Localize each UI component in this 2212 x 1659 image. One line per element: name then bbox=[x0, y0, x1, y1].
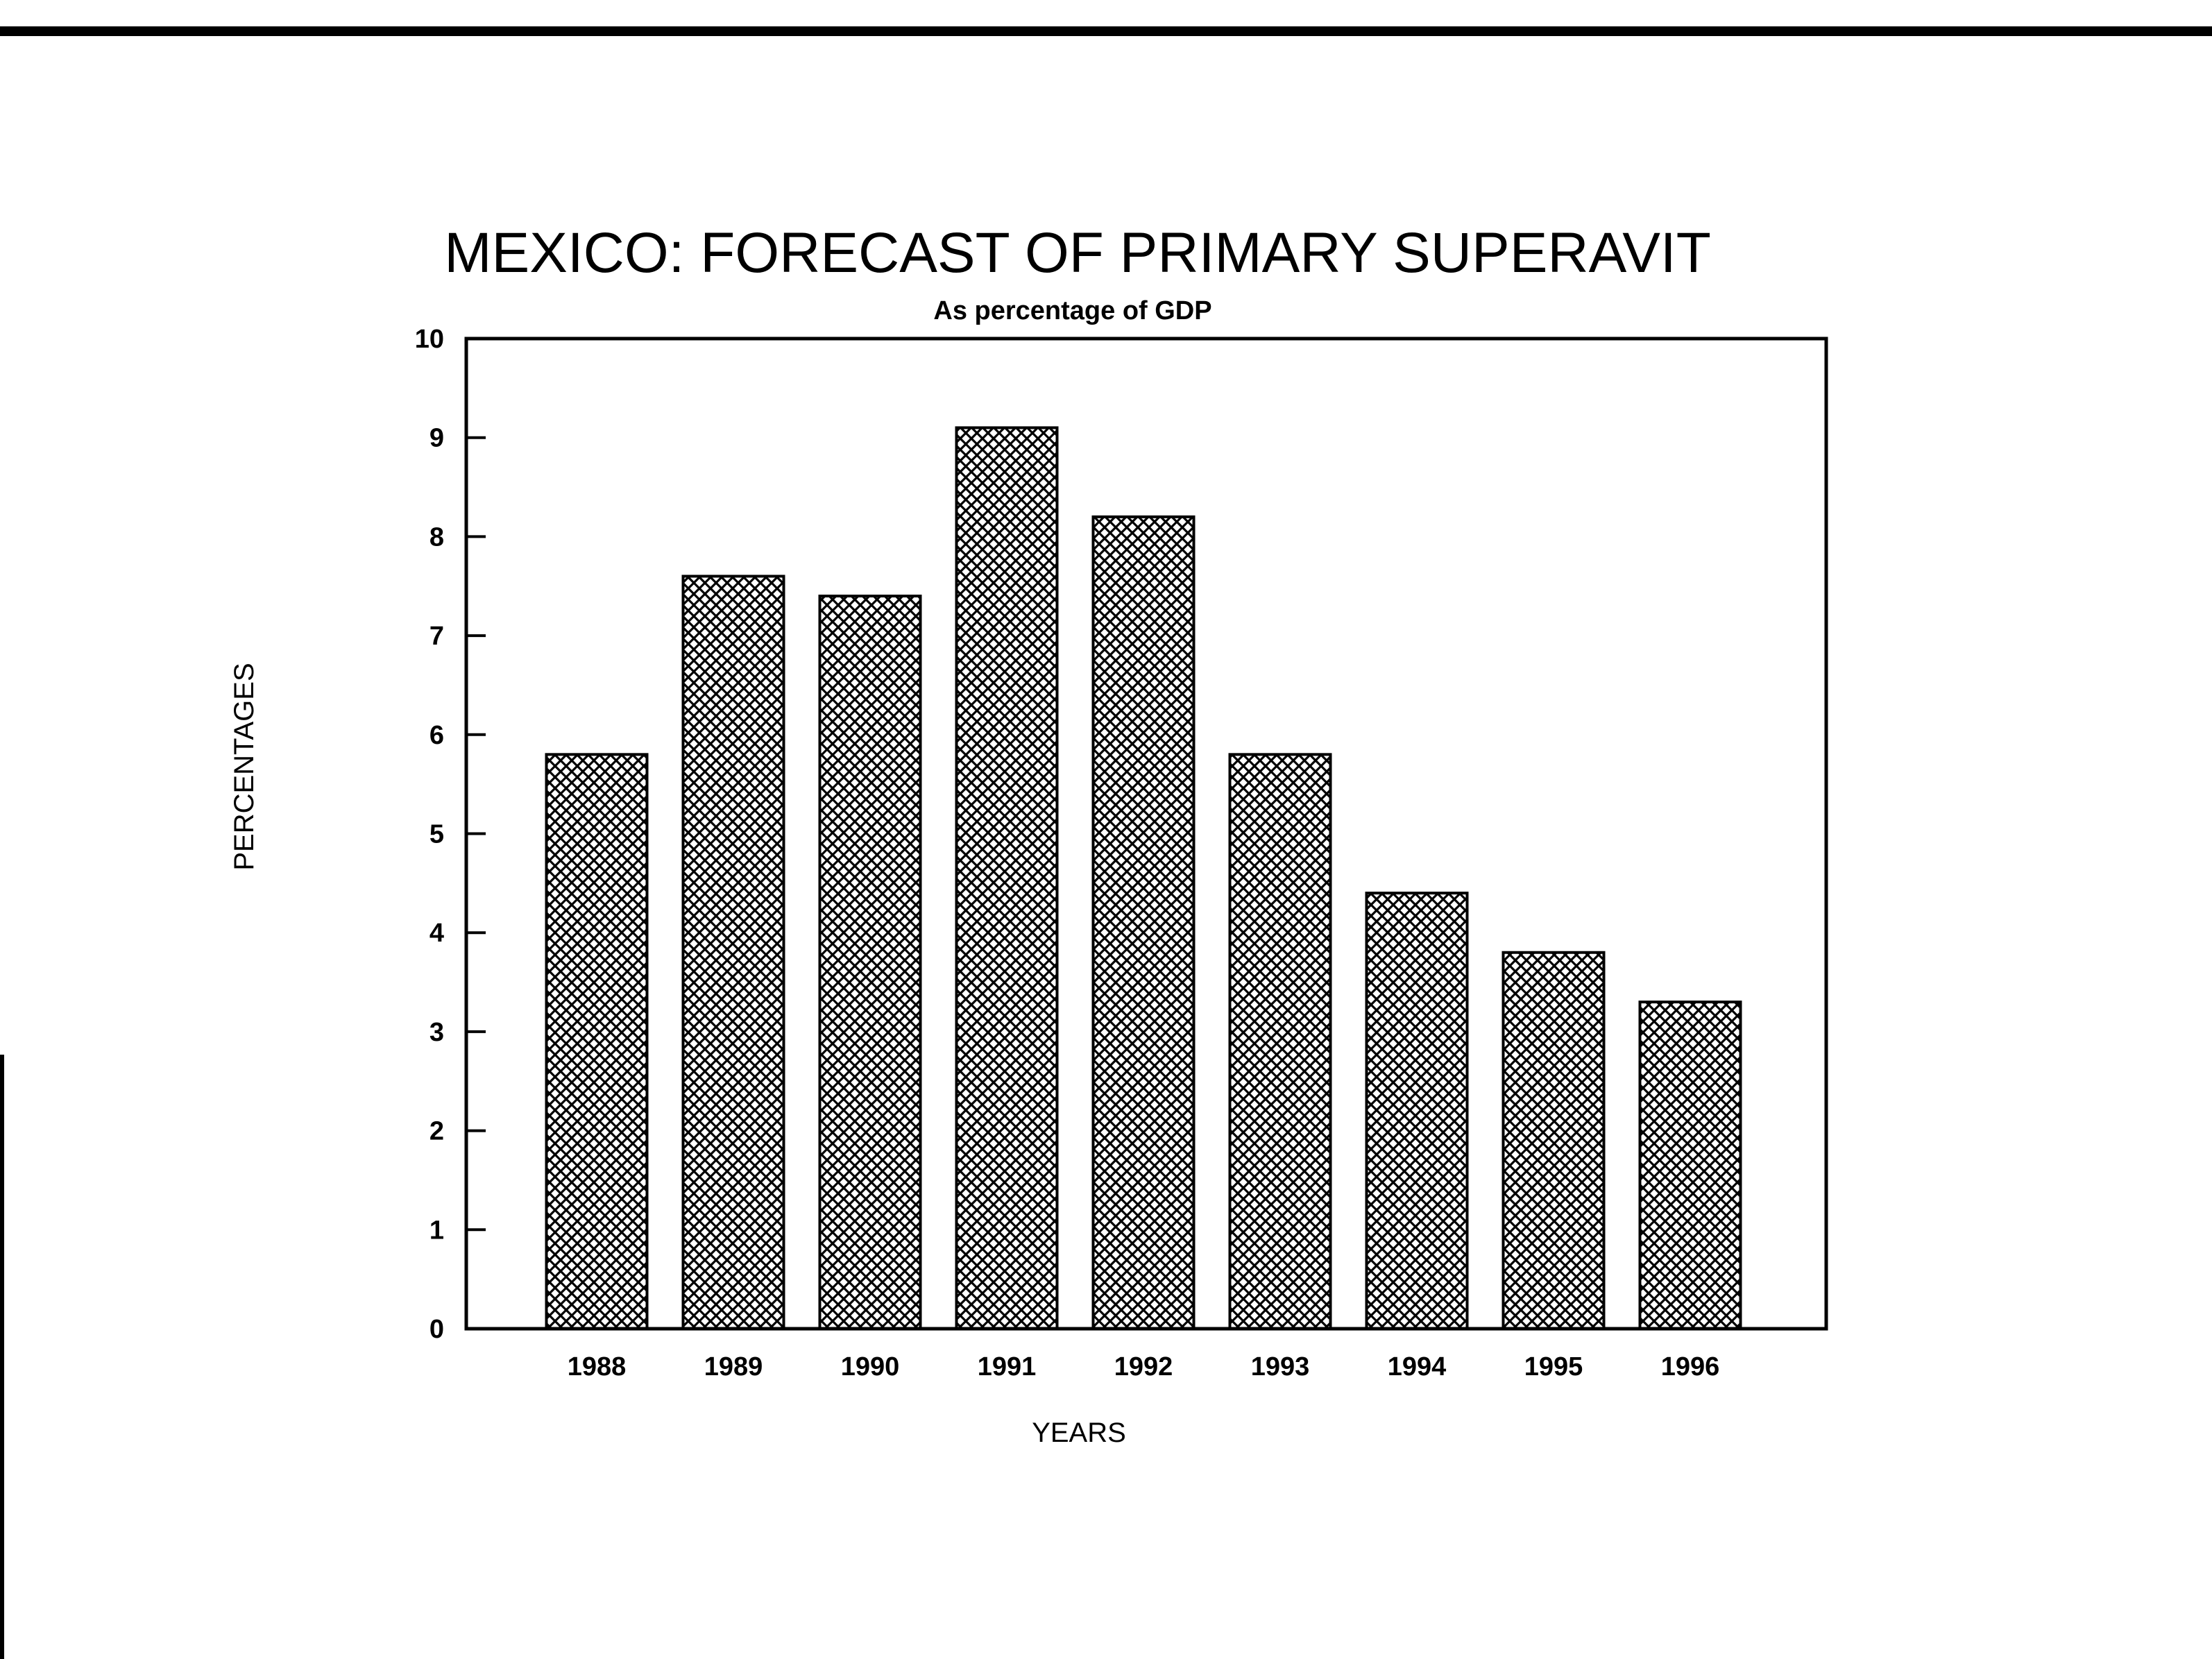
y-tick-label-3: 3 bbox=[429, 1018, 444, 1047]
y-tick-label-9: 9 bbox=[429, 424, 444, 453]
y-tick-label-0: 0 bbox=[429, 1315, 444, 1344]
chart-subtitle: As percentage of GDP bbox=[933, 296, 1211, 325]
x-axis-label: YEARS bbox=[1032, 1418, 1126, 1448]
y-tick-label-4: 4 bbox=[429, 919, 444, 948]
bar-1994 bbox=[1365, 892, 1469, 1330]
bar-1995 bbox=[1501, 951, 1606, 1330]
bar-1991 bbox=[955, 426, 1059, 1330]
y-tick-label-6: 6 bbox=[429, 721, 444, 750]
y-tick-label-10: 10 bbox=[415, 325, 444, 354]
x-tick-label-1994: 1994 bbox=[1388, 1352, 1447, 1381]
bar-1996 bbox=[1638, 1001, 1742, 1330]
x-tick-label-1988: 1988 bbox=[568, 1352, 627, 1381]
bar-1989 bbox=[681, 575, 785, 1330]
x-tick-label-1992: 1992 bbox=[1114, 1352, 1173, 1381]
x-tick-label-1990: 1990 bbox=[841, 1352, 900, 1381]
top-border-rule bbox=[0, 26, 2212, 36]
x-tick-label-1993: 1993 bbox=[1251, 1352, 1310, 1381]
chart-title: MEXICO: FORECAST OF PRIMARY SUPERAVIT bbox=[444, 221, 1711, 284]
x-axis-ticks: 1988 1989 1990 1991 1992 1993 1994 1995 1996 bbox=[568, 1352, 1720, 1381]
y-tick-label-8: 8 bbox=[429, 522, 444, 552]
x-tick-label-1991: 1991 bbox=[978, 1352, 1037, 1381]
y-tick-label-5: 5 bbox=[429, 820, 444, 849]
y-axis-label: PERCENTAGES bbox=[229, 663, 260, 870]
y-axis-ticks: 0 1 2 3 4 5 6 7 8 9 10 bbox=[415, 325, 486, 1344]
x-tick-label-1996: 1996 bbox=[1661, 1352, 1720, 1381]
x-tick-label-1989: 1989 bbox=[704, 1352, 763, 1381]
y-tick-label-7: 7 bbox=[429, 622, 444, 651]
left-border-rule bbox=[0, 1055, 4, 1659]
bar-1992 bbox=[1091, 515, 1196, 1330]
x-tick-label-1995: 1995 bbox=[1524, 1352, 1583, 1381]
y-tick-label-1: 1 bbox=[429, 1216, 444, 1245]
bars-layer bbox=[545, 426, 1742, 1330]
bar-1990 bbox=[818, 595, 922, 1330]
bar-1988 bbox=[545, 753, 649, 1330]
bar-1993 bbox=[1228, 753, 1332, 1330]
y-tick-label-2: 2 bbox=[429, 1117, 444, 1146]
